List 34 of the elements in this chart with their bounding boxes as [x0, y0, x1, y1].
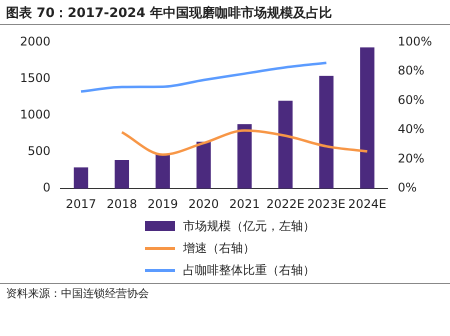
y2-tick-label: 20%	[398, 151, 424, 166]
bar	[360, 47, 374, 189]
y-tick-label: 1000	[20, 108, 51, 122]
line-series	[120, 129, 368, 156]
x-tick-label: 2019	[148, 196, 178, 211]
y2-tick-label: 80%	[398, 64, 424, 78]
x-tick-label: 2022E	[266, 196, 305, 211]
legend-label: 市场规模（亿元，左轴）	[183, 218, 315, 234]
x-tick-label: 2017	[66, 196, 96, 211]
line-series	[80, 62, 328, 93]
y-tick-label: 2000	[20, 34, 51, 48]
x-tick-label: 2018	[106, 196, 138, 211]
x-tick-label: 2023E	[307, 196, 346, 211]
bar	[237, 124, 252, 189]
y2-tick-label: 0%	[398, 180, 417, 195]
y2-tick-label: 40%	[398, 122, 424, 136]
bar	[114, 160, 130, 189]
chart-title: 图表 70：2017-2024 年中国现磨咖啡市场规模及占比	[0, 0, 450, 25]
bar	[156, 153, 170, 189]
y-tick-label: 500	[28, 144, 51, 158]
bar	[319, 76, 334, 189]
y2-tick-label: 100%	[398, 34, 432, 48]
bar	[74, 167, 88, 189]
y2-tick-label: 60%	[398, 92, 424, 107]
bar	[196, 142, 211, 189]
text: 资料来源：中国连锁经营协会	[6, 286, 150, 301]
y-tick-label: 0	[42, 180, 51, 195]
y-tick-label: 1500	[20, 70, 51, 85]
x-tick-label: 2024E	[348, 196, 386, 211]
legend-label: 增速（右轴）	[183, 240, 255, 256]
legend-label: 占咖啡整体比重（右轴）	[183, 262, 315, 278]
x-tick-label: 2020	[188, 196, 219, 211]
bar	[278, 100, 293, 189]
x-tick-label: 2021	[229, 196, 260, 211]
